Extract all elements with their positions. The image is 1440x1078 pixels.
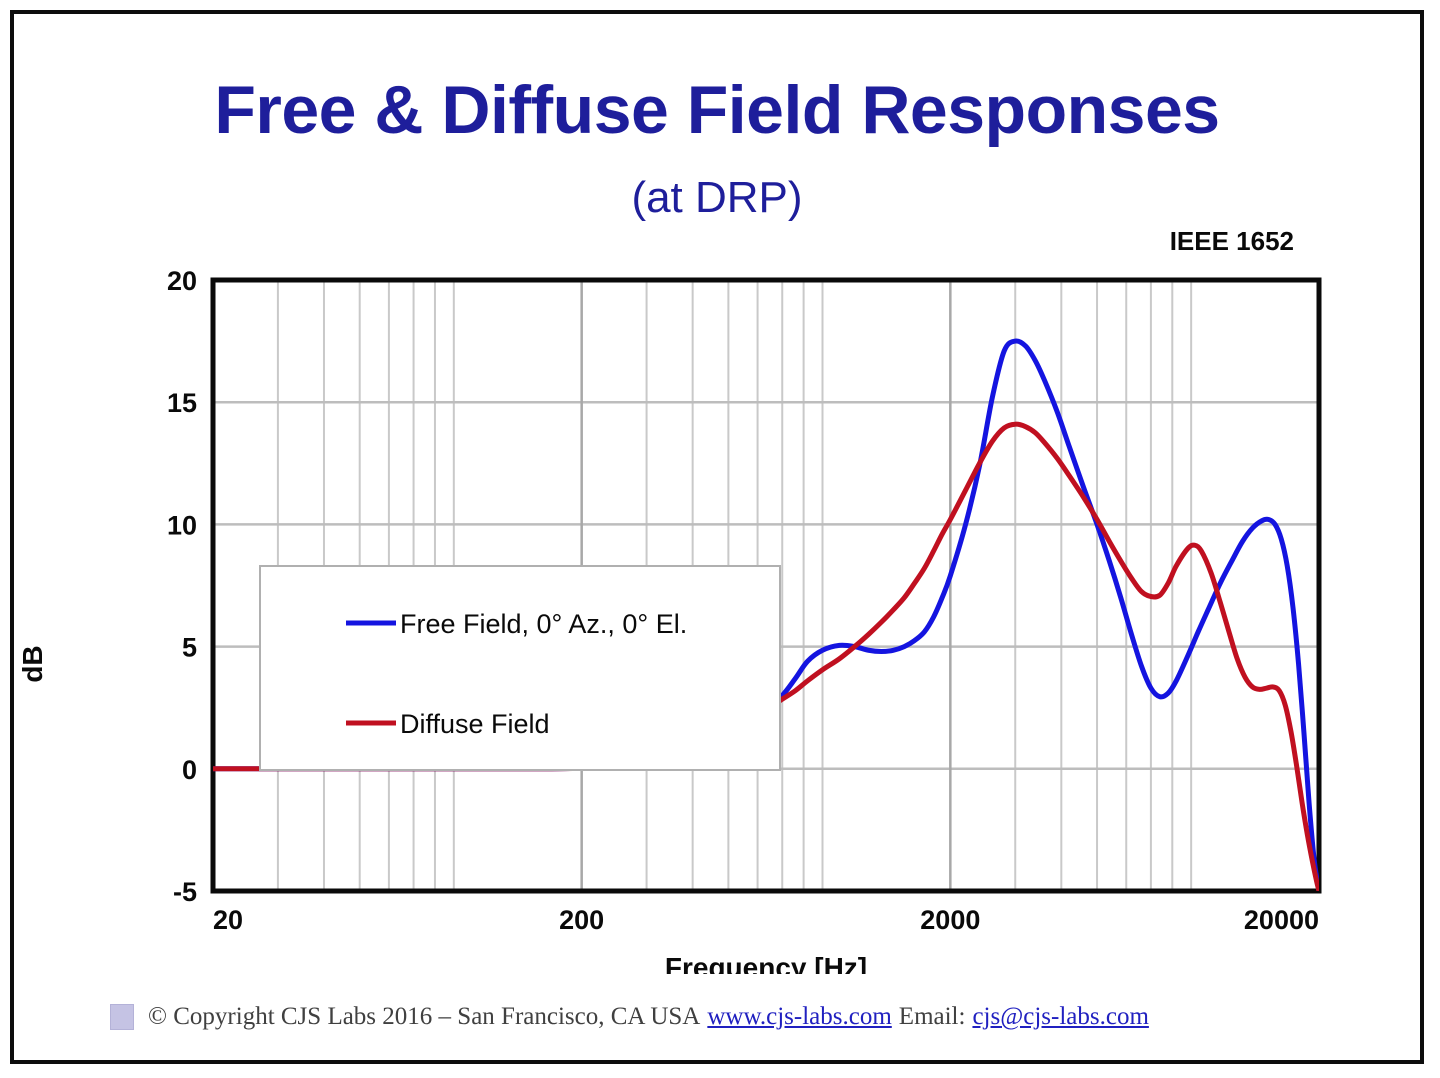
y-tick-label: 20 (167, 266, 197, 296)
frequency-response-chart: -5 0 5 10 15 20 20 200 2000 20000 Free Field, 0°… (17, 266, 1322, 974)
slide-frame: Free & Diffuse Field Responses (at DRP) … (10, 10, 1424, 1064)
plot-area-border (210, 277, 1322, 894)
x-tick-label: 20000 (1244, 905, 1319, 935)
x-axis-title: Frequency [Hz] (665, 952, 867, 974)
legend-label-0[interactable]: Free Field, 0° Az., 0° El. (400, 609, 687, 639)
page-subtitle: (at DRP) (631, 173, 803, 222)
chart-container: -5 0 5 10 15 20 20 200 2000 20000 Free Field, 0°… (14, 254, 1420, 974)
y-tick-label: 10 (167, 510, 197, 540)
y-tick-label: 15 (167, 388, 197, 418)
grid-minor-lines (276, 280, 1193, 891)
legend-box (259, 565, 781, 771)
x-axis-tick-labels: 20 200 2000 20000 (213, 905, 1319, 935)
footer-text: © Copyright CJS Labs 2016 – San Francisc… (148, 1003, 1149, 1031)
footer: © Copyright CJS Labs 2016 – San Francisc… (14, 1000, 1420, 1034)
y-tick-label: -5 (173, 877, 197, 907)
email-link[interactable]: cjs@cjs-labs.com (972, 1003, 1149, 1030)
page-title: Free & Diffuse Field Responses (214, 72, 1220, 148)
chart-legend[interactable]: Free Field, 0° Az., 0° El. Diffuse Field (259, 565, 781, 771)
y-axis-title: dB (17, 645, 48, 682)
y-axis-tick-labels: -5 0 5 10 15 20 (167, 266, 197, 907)
standard-note: IEEE 1652 (1169, 226, 1294, 256)
y-tick-label: 5 (182, 633, 197, 663)
x-tick-label: 200 (559, 905, 604, 935)
website-link[interactable]: www.cjs-labs.com (707, 1003, 892, 1030)
y-tick-label: 0 (182, 755, 197, 785)
x-tick-label: 20 (213, 905, 243, 935)
legend-label-1[interactable]: Diffuse Field (400, 709, 550, 739)
slide-thumbnail-icon (110, 1004, 134, 1030)
x-tick-label: 2000 (920, 905, 980, 935)
copyright-text: © Copyright CJS Labs 2016 – San Francisc… (148, 1003, 701, 1030)
email-label: Email: (898, 1003, 966, 1030)
